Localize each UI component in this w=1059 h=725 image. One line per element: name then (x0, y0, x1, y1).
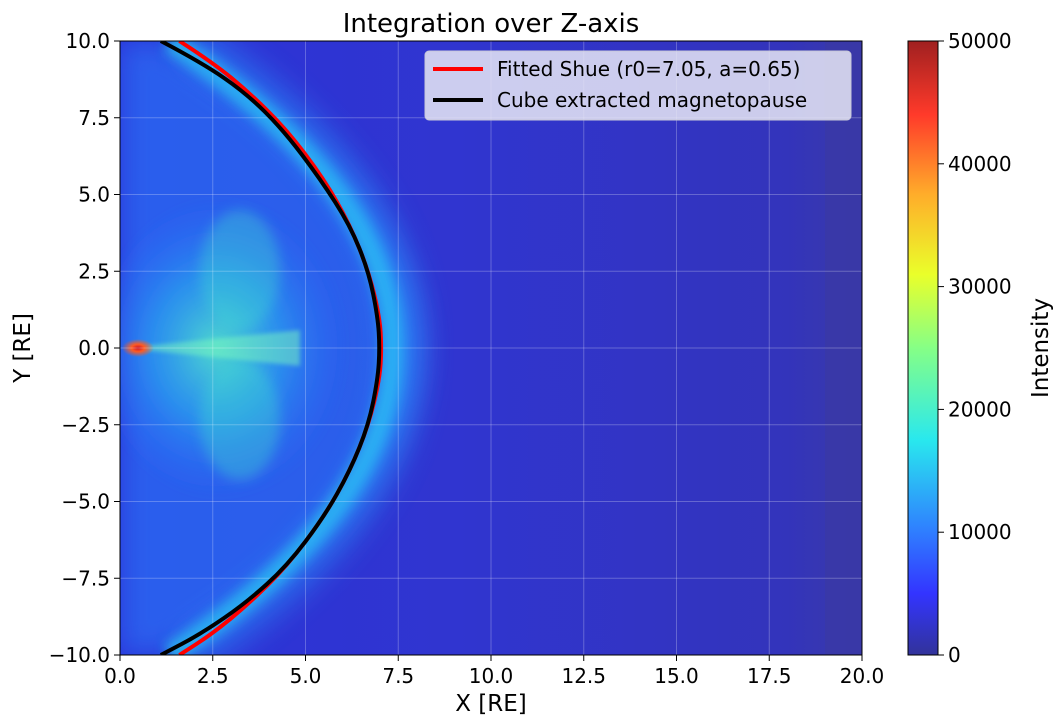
legend-box (424, 50, 852, 121)
cusp-glow-north (200, 210, 280, 330)
y-tick-label: 10.0 (65, 29, 110, 53)
cube-magnetopause-line (159, 41, 382, 655)
colorbar: 0 10000 20000 30000 40000 50000 Intensity (907, 29, 1054, 667)
y-tick-label: −5.0 (61, 490, 110, 514)
colorbar-tick-label: 20000 (948, 397, 1012, 421)
x-tick-label: 0.0 (104, 664, 136, 688)
colorbar-tick-label: 30000 (948, 275, 1012, 299)
x-axis-ticks: 0.0 2.5 5.0 7.5 10.0 12.5 15.0 17.5 20.0 (104, 655, 884, 688)
inner-jet (125, 330, 300, 366)
y-axis-label: Y [RE] (10, 313, 36, 384)
x-tick-label: 10.0 (469, 664, 514, 688)
y-tick-label: 5.0 (78, 183, 110, 207)
x-tick-label: 15.0 (654, 664, 699, 688)
y-tick-label: −2.5 (61, 413, 110, 437)
plot-area (120, 41, 862, 655)
y-tick-label: 0.0 (78, 336, 110, 360)
chart-title: Integration over Z-axis (343, 9, 640, 39)
cusp-glow-south (200, 360, 280, 480)
x-tick-label: 20.0 (840, 664, 885, 688)
heatmap-right-band (825, 41, 862, 655)
x-tick-label: 2.5 (197, 664, 229, 688)
colorbar-tick-label: 10000 (948, 520, 1012, 544)
x-axis-label: X [RE] (455, 691, 527, 717)
y-tick-label: 7.5 (78, 106, 110, 130)
y-tick-label: 2.5 (78, 259, 110, 283)
grid (120, 41, 862, 655)
x-tick-label: 5.0 (290, 664, 322, 688)
y-tick-label: −7.5 (61, 566, 110, 590)
x-tick-label: 7.5 (382, 664, 414, 688)
x-tick-label: 12.5 (561, 664, 606, 688)
x-tick-label: 17.5 (747, 664, 792, 688)
colorbar-tick-label: 40000 (948, 152, 1012, 176)
y-tick-label: −10.0 (49, 643, 110, 667)
earth-hotspot (122, 339, 154, 357)
y-axis-ticks: 10.0 7.5 5.0 2.5 0.0 −2.5 −5.0 −7.5 −10.0 (49, 29, 120, 667)
legend: Fitted Shue (r0=7.05, a=0.65) Cube extra… (424, 50, 852, 121)
legend-label-cube: Cube extracted magnetopause (497, 88, 807, 112)
magnetopause-outer-glow (178, 41, 426, 655)
legend-label-shue: Fitted Shue (r0=7.05, a=0.65) (497, 57, 800, 81)
colorbar-ticks: 0 10000 20000 30000 40000 50000 (938, 29, 1012, 667)
colorbar-label: Intensity (1028, 298, 1054, 398)
heatmap-field (120, 41, 426, 655)
colorbar-tick-label: 50000 (948, 29, 1012, 53)
colorbar-gradient (907, 40, 939, 656)
colorbar-tick-label: 0 (948, 643, 961, 667)
series-layer (159, 41, 384, 655)
